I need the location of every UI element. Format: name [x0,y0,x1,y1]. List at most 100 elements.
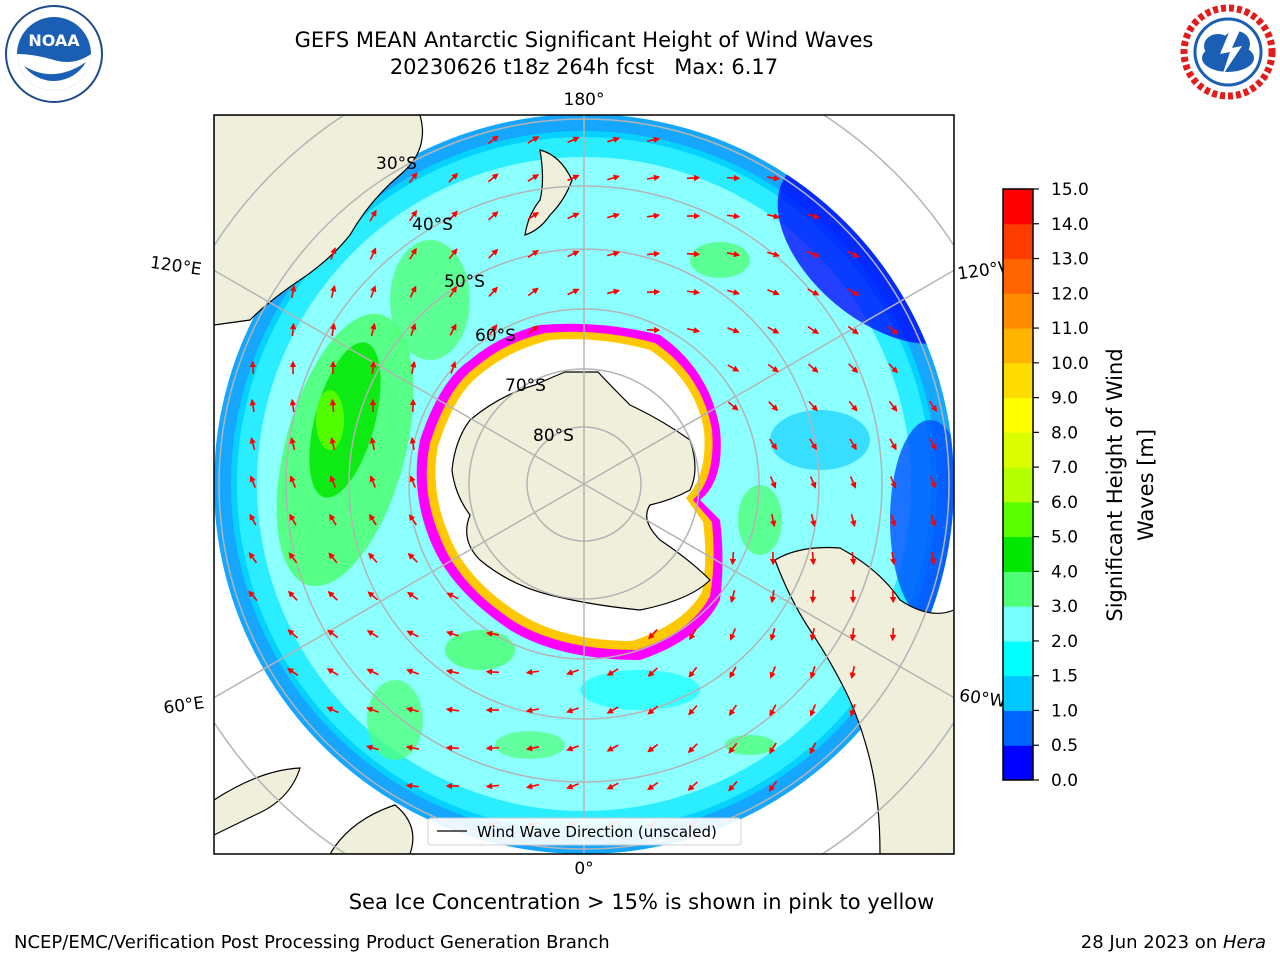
wave-direction-arrow [449,285,457,298]
wave-direction-arrow [408,513,418,526]
wave-direction-arrow [888,400,898,412]
wave-direction-arrow [849,551,857,566]
wave-direction-arrow [366,706,379,713]
australia-landmass [214,115,424,326]
wave-direction-arrow [409,247,417,260]
colorbar-tick-label: 0.5 [1051,736,1078,756]
wave-direction-arrow [369,436,376,451]
wave-direction-arrow [525,745,540,752]
lat-label-30s: 30°S [376,154,417,174]
wave-direction-arrow [288,552,298,564]
lon-label-0: 0° [574,859,593,879]
footer-date: 28 Jun 2023 on Hera [1081,932,1266,953]
wave-direction-arrow [726,212,741,220]
wave-direction-arrow [287,590,298,601]
wave-direction-arrow [606,706,619,714]
svg-text:NOAA: NOAA [28,31,80,50]
colorbar-bin [1003,606,1033,642]
colorbar-bin [1003,362,1033,399]
wave-direction-arrow [768,438,778,451]
colorbar-tick-label: 12.0 [1051,284,1089,304]
wave-direction-arrow [527,212,540,220]
colorbar-tick-label: 9.0 [1051,389,1078,409]
colorbar-tick-label: 1.5 [1051,667,1078,687]
wave-direction-arrow [847,288,860,296]
colorbar-tick-label: 4.0 [1051,562,1078,582]
wave-direction-arrow [889,551,897,566]
colorbar-tick-label: 13.0 [1051,250,1089,270]
wave-direction-arrow [849,627,857,642]
wave-direction-arrow [369,360,377,375]
wave-direction-arrow [686,174,701,182]
wave-direction-arrow [369,513,377,526]
wave-direction-arrow [527,287,539,297]
wave-direction-arrow [410,360,417,375]
wave-direction-arrow [728,704,738,717]
wave-direction-arrow [289,398,297,413]
wave-direction-arrow [249,436,256,450]
wave-direction-arrow [850,513,857,528]
wave-direction-arrow [409,436,417,451]
nws-logo [1180,4,1276,100]
wave-direction-arrow [768,401,779,412]
wave-direction-arrow [686,327,701,334]
wave-direction-arrow [370,322,377,337]
antarctica-landmass [451,371,711,611]
wave-direction-arrow [249,398,257,413]
wave-direction-arrow [329,436,336,451]
wave-direction-arrow [406,630,419,638]
wave-direction-arrow [726,251,741,258]
wave-direction-arrow [525,783,540,790]
wave-direction-arrow [329,322,337,337]
wave-direction-arrow [527,325,539,335]
wave-direction-arrow [849,438,857,451]
wave-direction-arrow [485,782,500,790]
wave-direction-arrow [928,400,938,412]
wave-direction-arrow [488,286,498,297]
wave-direction-arrow [767,326,780,334]
wave-direction-arrow [647,743,659,753]
wave-direction-arrow [808,400,818,412]
wave-direction-arrow [809,551,817,566]
wave-direction-arrow [566,707,579,714]
wave-direction-arrow [807,288,820,296]
wave-direction-arrow [810,513,817,528]
wave-direction-arrow [566,745,579,752]
wave-direction-arrow [887,325,899,335]
wave-direction-arrow [445,668,460,675]
wave-direction-arrow [249,475,257,488]
wave-direction-arrow [767,289,780,296]
wave-direction-arrow [408,210,418,222]
colorbar-bin [1003,745,1033,781]
wave-direction-arrow [409,285,417,298]
lon-label-60w: 60°W [958,686,1007,712]
wave-direction-arrow [448,248,458,260]
wave-direction-arrow [606,744,619,752]
colorbar-tick-label: 1.0 [1051,701,1078,721]
wave-direction-arrow [448,210,458,222]
wave-direction-arrow [930,514,937,527]
wave-direction-arrow [329,513,337,526]
wave-direction-arrow [485,668,500,676]
wave-direction-arrow [769,589,777,604]
wave-direction-arrow [809,589,817,604]
wave-direction-arrow [328,552,338,564]
colorbar-tick-label: 14.0 [1051,215,1089,235]
wave-direction-arrow [408,172,418,184]
wave-direction-arrow [849,704,856,717]
wave-direction-arrow [405,744,420,751]
wave-direction-arrow [487,135,499,145]
wave-direction-arrow [729,666,737,679]
wave-direction-arrow [488,248,499,259]
wave-direction-arrow [448,172,459,183]
wave-direction-arrow [688,704,698,716]
wave-direction-arrow [289,475,296,488]
wave-direction-arrow [527,249,539,259]
colorbar-bin [1003,467,1033,503]
wave-direction-arrow [566,669,579,676]
wave-direction-arrow [409,475,416,488]
wave-direction-arrow [290,284,297,299]
wave-direction-arrow [646,212,661,220]
wave-direction-arrow [248,552,258,564]
colorbar-bin [1003,501,1033,538]
